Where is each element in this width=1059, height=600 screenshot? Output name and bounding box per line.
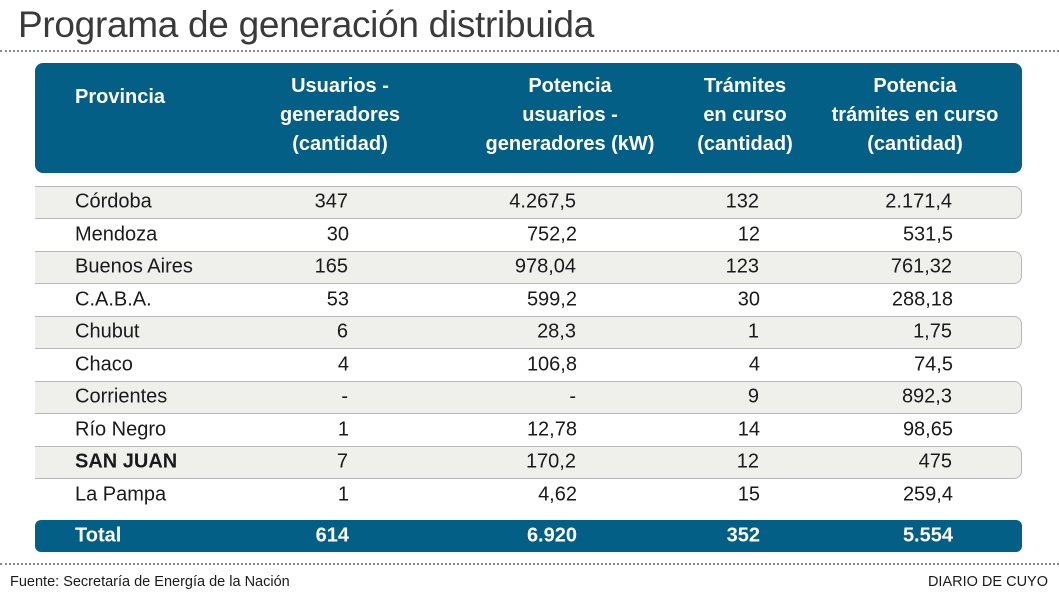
cell-tramites: 4 xyxy=(748,353,760,376)
cell-usuarios: - xyxy=(341,385,348,408)
cell-potencia-tramites: 531,5 xyxy=(902,223,953,246)
cell-potencia-tramites: 2.171,4 xyxy=(885,190,952,213)
cell-usuarios: 4 xyxy=(337,353,349,376)
header-tramites-en-curso: Trámites en curso (cantidad) xyxy=(697,75,793,155)
table-header: Provincia Usuarios - generadores (cantid… xyxy=(35,63,1022,173)
cell-provincia: La Pampa xyxy=(75,483,167,506)
table-row: Chubut 6 28,3 1 1,75 xyxy=(35,316,1022,349)
cell-provincia: Mendoza xyxy=(75,223,158,246)
cell-provincia: Buenos Aires xyxy=(75,255,193,278)
total-potencia-tramites: 5.554 xyxy=(902,524,953,547)
cell-tramites: 12 xyxy=(737,223,760,246)
cell-potencia-usuarios: 12,78 xyxy=(526,418,577,441)
cell-usuarios: 7 xyxy=(336,450,348,473)
cell-tramites: 14 xyxy=(737,418,760,441)
cell-provincia: SAN JUAN xyxy=(75,450,178,473)
cell-provincia: Río Negro xyxy=(75,418,167,441)
cell-potencia-usuarios: 978,04 xyxy=(514,255,576,278)
cell-potencia-tramites: 259,4 xyxy=(902,483,953,506)
cell-potencia-tramites: 74,5 xyxy=(914,353,953,376)
cell-usuarios: 347 xyxy=(314,190,348,213)
cell-potencia-usuarios: 170,2 xyxy=(525,450,576,473)
total-potencia-usuarios: 6.920 xyxy=(526,524,577,547)
table-row: Corrientes - - 9 892,3 xyxy=(35,381,1022,414)
total-tramites: 352 xyxy=(726,524,760,547)
cell-potencia-usuarios: 106,8 xyxy=(526,353,577,376)
table-row: Mendoza 30 752,2 12 531,5 xyxy=(35,218,1022,251)
cell-provincia: C.A.B.A. xyxy=(75,288,152,311)
brand-label: DIARIO DE CUYO xyxy=(927,574,1048,590)
total-usuarios: 614 xyxy=(315,524,349,547)
cell-potencia-tramites: 1,75 xyxy=(913,320,952,343)
header-potencia-usuarios: Potencia usuarios - generadores (kW) xyxy=(485,75,655,155)
cell-provincia: Chaco xyxy=(75,353,133,376)
header-provincia: Provincia xyxy=(75,86,166,108)
cell-tramites: 9 xyxy=(747,385,759,408)
total-row: Total 614 6.920 352 5.554 xyxy=(35,520,1022,552)
cell-provincia: Chubut xyxy=(75,320,140,343)
cell-usuarios: 1 xyxy=(337,483,349,506)
cell-potencia-tramites: 288,18 xyxy=(891,288,953,311)
cell-potencia-usuarios: 599,2 xyxy=(526,288,577,311)
table-row: La Pampa 1 4,62 15 259,4 xyxy=(35,478,1022,511)
cell-potencia-tramites: 98,65 xyxy=(902,418,953,441)
cell-potencia-usuarios: 752,2 xyxy=(526,223,577,246)
cell-tramites: 12 xyxy=(736,450,759,473)
cell-potencia-tramites: 475 xyxy=(918,450,952,473)
source-note: Fuente: Secretaría de Energía de la Naci… xyxy=(10,574,290,590)
total-label: Total xyxy=(75,524,122,547)
cell-potencia-usuarios: 28,3 xyxy=(537,320,576,343)
chart-title: Programa de generación distribuida xyxy=(18,4,594,45)
cell-potencia-usuarios: - xyxy=(569,385,576,408)
cell-usuarios: 165 xyxy=(314,255,348,278)
title-divider xyxy=(0,50,1059,52)
cell-potencia-tramites: 761,32 xyxy=(890,255,952,278)
table-row: Chaco 4 106,8 4 74,5 xyxy=(35,348,1022,381)
table-row: Córdoba 347 4.267,5 132 2.171,4 xyxy=(35,186,1022,219)
cell-tramites: 15 xyxy=(737,483,760,506)
cell-provincia: Corrientes xyxy=(75,385,168,408)
cell-potencia-usuarios: 4.267,5 xyxy=(509,190,576,213)
cell-usuarios: 1 xyxy=(337,418,349,441)
cell-potencia-usuarios: 4,62 xyxy=(538,483,577,506)
header-usuarios-generadores: Usuarios - generadores (cantidad) xyxy=(279,75,401,155)
footer-divider xyxy=(0,563,1059,565)
table-row: Río Negro 1 12,78 14 98,65 xyxy=(35,413,1022,446)
cell-usuarios: 53 xyxy=(326,288,349,311)
table-row: Buenos Aires 165 978,04 123 761,32 xyxy=(35,251,1022,284)
cell-tramites: 123 xyxy=(725,255,759,278)
cell-tramites: 1 xyxy=(747,320,759,343)
cell-usuarios: 30 xyxy=(326,223,349,246)
cell-provincia: Córdoba xyxy=(75,190,152,213)
header-potencia-tramites: Potencia trámites en curso (cantidad) xyxy=(831,75,999,155)
table-row: C.A.B.A. 53 599,2 30 288,18 xyxy=(35,283,1022,316)
table-row: SAN JUAN 7 170,2 12 475 xyxy=(35,446,1022,479)
table-body: Córdoba 347 4.267,5 132 2.171,4 Mendoza 30 752,… xyxy=(35,186,1022,511)
cell-tramites: 132 xyxy=(725,190,759,213)
cell-potencia-tramites: 892,3 xyxy=(901,385,952,408)
cell-usuarios: 6 xyxy=(336,320,348,343)
cell-tramites: 30 xyxy=(737,288,760,311)
